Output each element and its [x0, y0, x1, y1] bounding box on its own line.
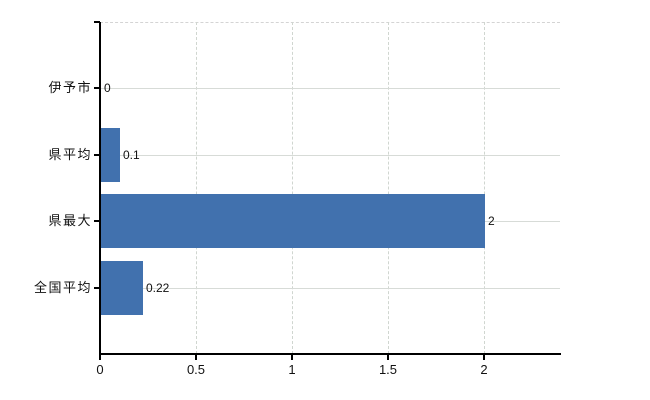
gridline-horizontal [100, 288, 560, 289]
x-axis-tick [291, 354, 293, 360]
bar-value-label: 0.1 [123, 148, 140, 162]
bar-value-label: 2 [488, 214, 495, 228]
bar [101, 261, 143, 315]
category-tick [94, 220, 100, 222]
category-label: 全国平均 [33, 280, 92, 295]
gridline-vertical [484, 22, 485, 354]
bar-value-label: 0.22 [146, 281, 170, 295]
bar [101, 128, 120, 182]
category-label: 県最大 [48, 213, 92, 228]
y-axis-end-tick [94, 21, 100, 23]
plot-top-border [100, 22, 560, 23]
x-tick-label: 1.5 [378, 362, 398, 377]
gridline-horizontal [100, 155, 560, 156]
y-axis-line [99, 22, 101, 355]
gridline-vertical [196, 22, 197, 354]
x-axis-tick [483, 354, 485, 360]
category-tick [94, 87, 100, 89]
category-tick [94, 287, 100, 289]
bar-value-label: 0 [104, 81, 111, 95]
x-tick-label: 0.5 [186, 362, 206, 377]
category-label: 県平均 [48, 147, 92, 162]
category-tick [94, 154, 100, 156]
gridline-vertical [388, 22, 389, 354]
gridline-vertical [292, 22, 293, 354]
x-axis-tick [195, 354, 197, 360]
x-tick-label: 1 [288, 362, 296, 377]
category-label: 伊予市 [48, 80, 92, 95]
x-axis-line [99, 353, 561, 355]
x-axis-tick [387, 354, 389, 360]
gridline-horizontal [100, 88, 560, 89]
x-axis-tick [99, 354, 101, 360]
bar [101, 194, 485, 248]
x-tick-label: 0 [96, 362, 104, 377]
x-tick-label: 2 [480, 362, 488, 377]
